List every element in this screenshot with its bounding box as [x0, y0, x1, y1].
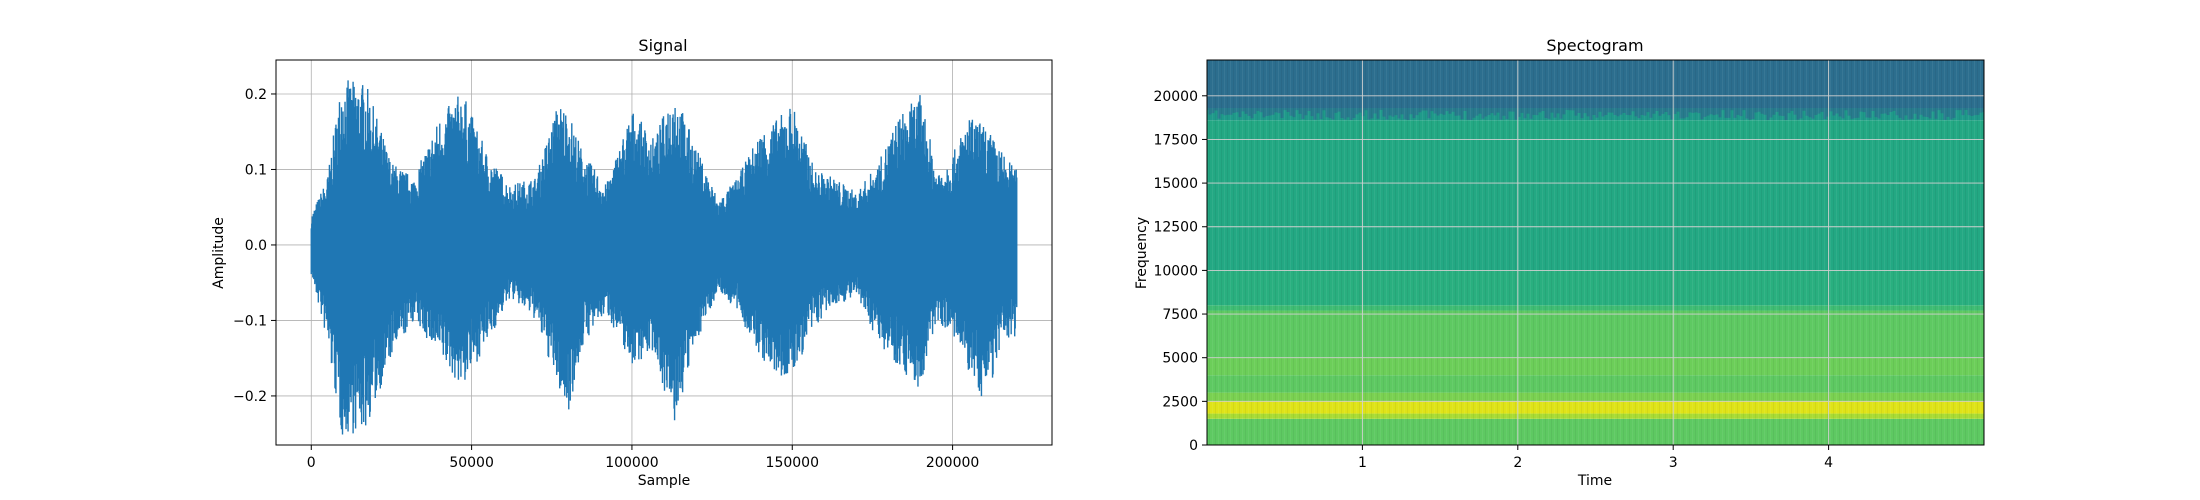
spectrogram-title: Spectogram — [1546, 36, 1643, 55]
spectrogram-y-tick-label: 10000 — [1153, 263, 1198, 279]
spectrogram-y-tick-label: 12500 — [1153, 220, 1198, 236]
spectrogram-x-tick-label: 3 — [1669, 455, 1678, 471]
signal-line — [310, 80, 1018, 435]
signal-y-tick-label: −0.1 — [233, 313, 267, 329]
spectrogram-y-ticks: 0 2500 5000 7500 10000 12500 15000 17500 20000 — [1153, 89, 1207, 454]
signal-x-tick-label: 0 — [307, 455, 316, 471]
spectrogram-x-tick-label: 2 — [1513, 455, 1522, 471]
spectrogram-grid — [1207, 60, 1984, 445]
spectrogram-texture — [1207, 60, 1984, 445]
spectrogram-y-tick-label: 2500 — [1162, 394, 1198, 410]
spectrogram-y-tick-label: 5000 — [1162, 351, 1198, 367]
spectrogram-y-tick-label: 0 — [1189, 438, 1198, 454]
signal-y-tick-label: 0.0 — [245, 238, 267, 254]
signal-title: Signal — [638, 36, 687, 55]
spectrogram-x-tick-label: 4 — [1824, 455, 1833, 471]
signal-y-tick-label: 0.1 — [245, 162, 267, 178]
signal-y-tick-label: 0.2 — [245, 87, 267, 103]
signal-y-tick-label: −0.2 — [233, 389, 267, 405]
signal-x-label: Sample — [638, 473, 691, 489]
signal-waveform — [310, 80, 1018, 435]
spectrogram-y-tick-label: 7500 — [1162, 307, 1198, 323]
signal-y-ticks: −0.2 −0.1 0.0 0.1 0.2 — [233, 87, 276, 405]
spectrogram-x-ticks: 1 2 3 4 — [1358, 445, 1833, 471]
spectrogram-x-label: Time — [1577, 473, 1612, 489]
signal-x-tick-label: 100000 — [605, 455, 658, 471]
signal-x-tick-label: 150000 — [766, 455, 819, 471]
spectrogram-y-label: Frequency — [1134, 217, 1150, 289]
spectrogram-y-tick-label: 17500 — [1153, 132, 1198, 148]
signal-x-ticks: 0 50000 100000 150000 200000 — [307, 445, 979, 471]
signal-subplot: Signal 0 50000 100000 150000 200000 −0.2 −0.1… — [211, 36, 1053, 489]
signal-x-tick-label: 50000 — [449, 455, 494, 471]
signal-axes-frame — [275, 59, 1053, 446]
spectrogram-y-tick-label: 15000 — [1153, 176, 1198, 192]
spectrogram-subplot: Spectogram 1 2 3 4 0 2500 5000 7500 10000 12500 1… — [1134, 36, 1985, 489]
spectrogram-y-tick-label: 20000 — [1153, 89, 1198, 105]
spectrogram-axes-frame — [1206, 59, 1985, 446]
signal-y-label: Amplitude — [211, 217, 227, 289]
signal-x-tick-label: 200000 — [926, 455, 979, 471]
spectrogram-x-tick-label: 1 — [1358, 455, 1367, 471]
